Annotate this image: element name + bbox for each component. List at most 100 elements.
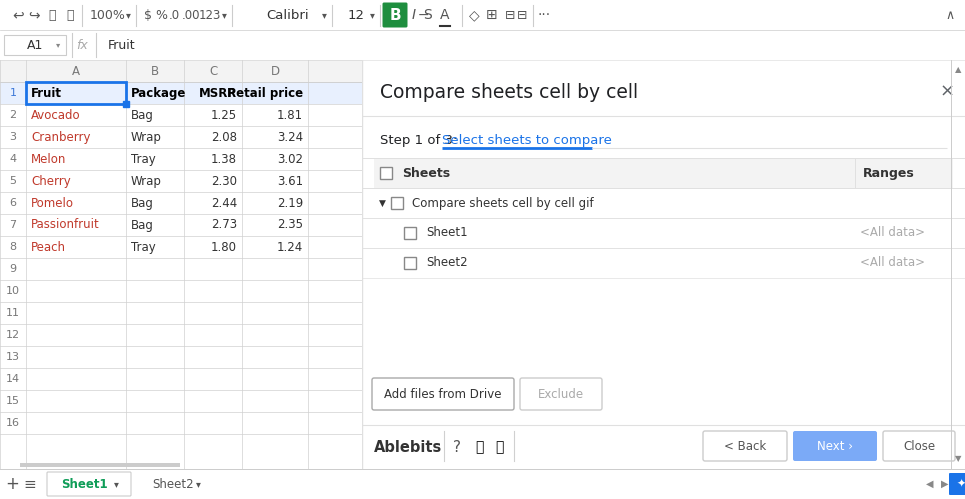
Text: 2.44: 2.44	[210, 197, 237, 210]
FancyBboxPatch shape	[391, 197, 403, 209]
Text: Bag: Bag	[131, 197, 153, 210]
Text: 12: 12	[347, 8, 365, 21]
Text: Sheets: Sheets	[402, 167, 450, 180]
Text: B: B	[389, 7, 400, 22]
Text: ⊟: ⊟	[516, 8, 527, 21]
Text: ▾: ▾	[370, 10, 374, 20]
Text: Ranges: Ranges	[863, 167, 915, 180]
Bar	[374, 188, 953, 218]
Text: ◀: ◀	[926, 479, 934, 489]
Text: < Back: < Back	[724, 441, 766, 454]
Text: 13: 13	[6, 352, 20, 362]
Text: 1.80: 1.80	[211, 241, 237, 253]
Text: Pomelo: Pomelo	[31, 197, 74, 210]
Text: Tray: Tray	[131, 153, 155, 166]
Text: 7: 7	[10, 220, 16, 230]
Text: Retail price: Retail price	[227, 86, 303, 99]
Text: ▾: ▾	[126, 10, 131, 20]
Text: ≡: ≡	[23, 477, 37, 492]
Text: 12: 12	[6, 330, 20, 340]
Text: Fruit: Fruit	[31, 86, 62, 99]
Text: Sheet1: Sheet1	[61, 478, 107, 491]
Text: Fruit: Fruit	[108, 38, 136, 51]
Text: Next ›: Next ›	[817, 441, 853, 454]
Text: 123: 123	[199, 8, 221, 21]
Text: ×: ×	[940, 83, 954, 101]
Text: 11: 11	[6, 308, 20, 318]
Text: I: I	[412, 8, 416, 22]
Text: 8: 8	[10, 242, 16, 252]
Text: 5: 5	[10, 176, 16, 186]
Text: 2.30: 2.30	[211, 175, 237, 188]
Text: ⊞: ⊞	[486, 8, 498, 22]
Text: ▶: ▶	[941, 479, 949, 489]
Text: 16: 16	[6, 418, 20, 428]
Text: Sheet2: Sheet2	[152, 478, 194, 491]
Text: 2.73: 2.73	[211, 219, 237, 232]
Text: 🔒: 🔒	[495, 440, 503, 454]
Text: ▼: ▼	[954, 455, 961, 464]
Text: Add files from Drive: Add files from Drive	[384, 388, 502, 401]
Text: ⊟: ⊟	[505, 8, 515, 21]
Text: Cranberry: Cranberry	[31, 131, 91, 144]
Text: A: A	[72, 64, 80, 77]
Text: Step 1 of 3:: Step 1 of 3:	[380, 134, 461, 147]
Text: 2.19: 2.19	[277, 197, 303, 210]
Text: fx: fx	[76, 38, 88, 51]
Text: $: $	[144, 8, 152, 21]
Text: Calibri: Calibri	[266, 8, 310, 21]
Bar	[0, 60, 362, 82]
Text: 1.38: 1.38	[211, 153, 237, 166]
Text: 9: 9	[10, 264, 16, 274]
Text: Wrap: Wrap	[131, 175, 162, 188]
Text: Bag: Bag	[131, 219, 153, 232]
Text: 2.08: 2.08	[211, 131, 237, 144]
FancyBboxPatch shape	[793, 431, 877, 461]
Text: 3: 3	[10, 132, 16, 142]
Text: ▼: ▼	[379, 199, 386, 208]
Text: ↩: ↩	[13, 8, 24, 22]
Text: Bag: Bag	[131, 108, 153, 121]
Text: 1: 1	[10, 88, 16, 98]
Text: Exclude: Exclude	[538, 388, 584, 401]
Text: .00: .00	[181, 8, 201, 21]
Text: 4: 4	[10, 154, 16, 164]
Text: +: +	[5, 475, 19, 493]
FancyBboxPatch shape	[949, 473, 965, 495]
Text: ▾: ▾	[196, 479, 201, 489]
Bar	[374, 158, 953, 188]
Text: .0: .0	[169, 8, 179, 21]
Text: 3.61: 3.61	[277, 175, 303, 188]
Text: 2: 2	[10, 110, 16, 120]
Bar	[0, 82, 362, 104]
FancyBboxPatch shape	[703, 431, 787, 461]
FancyBboxPatch shape	[380, 167, 392, 179]
Text: Sheet2: Sheet2	[426, 256, 468, 269]
Text: Peach: Peach	[31, 241, 66, 253]
Text: 🖨: 🖨	[48, 8, 56, 21]
Text: 1.81: 1.81	[277, 108, 303, 121]
Text: C: C	[208, 64, 217, 77]
Text: ▾: ▾	[56, 40, 60, 49]
Text: ✦: ✦	[956, 479, 965, 489]
Text: Passionfruit: Passionfruit	[31, 219, 99, 232]
FancyBboxPatch shape	[883, 431, 955, 461]
Text: 3.02: 3.02	[277, 153, 303, 166]
Text: <All data>: <All data>	[861, 256, 925, 269]
FancyBboxPatch shape	[404, 227, 416, 239]
Text: ▲: ▲	[954, 65, 961, 74]
Bar	[374, 218, 953, 248]
Text: S: S	[424, 8, 432, 22]
Text: Wrap: Wrap	[131, 131, 162, 144]
Text: <All data>: <All data>	[861, 227, 925, 240]
Text: ⛊: ⛊	[67, 8, 73, 21]
Text: Compare sheets cell by cell: Compare sheets cell by cell	[380, 82, 638, 101]
Text: ▾: ▾	[322, 10, 327, 20]
Text: 15: 15	[6, 396, 20, 406]
FancyBboxPatch shape	[4, 35, 66, 55]
Text: ?: ?	[453, 440, 461, 455]
Text: Avocado: Avocado	[31, 108, 81, 121]
Text: Compare sheets cell by cell gif: Compare sheets cell by cell gif	[412, 197, 593, 210]
FancyBboxPatch shape	[382, 2, 407, 27]
Text: 3.24: 3.24	[277, 131, 303, 144]
